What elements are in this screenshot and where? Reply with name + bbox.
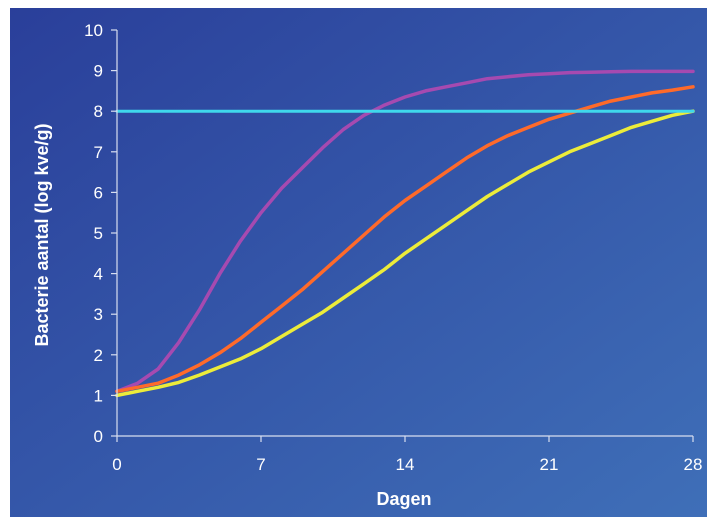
x-tick-label: 28 [684, 455, 703, 474]
y-tick-label: 3 [94, 305, 103, 324]
series-line-3 [115, 109, 695, 398]
y-tick-label: 4 [94, 265, 103, 284]
x-tick-label: 7 [256, 455, 265, 474]
y-tick-label: 5 [94, 224, 103, 243]
y-tick-label: 1 [94, 386, 103, 405]
y-tick-label: 7 [94, 143, 103, 162]
y-tick-label: 9 [94, 62, 103, 81]
x-tick-label: 0 [112, 455, 121, 474]
y-tick-label: 10 [84, 21, 103, 40]
x-tick-label: 21 [540, 455, 559, 474]
y-tick-label: 2 [94, 346, 103, 365]
series-line-1 [115, 69, 695, 394]
labels-layer: 0 1 2 3 4 5 6 7 8 9 10 0 7 14 21 28 [84, 21, 702, 474]
series-line-2 [115, 85, 695, 394]
y-tick-label: 0 [94, 427, 103, 446]
x-axis-title: Dagen [376, 489, 431, 509]
y-axis-title: Bacterie aantal (log kve/g) [32, 123, 52, 346]
y-tick-label: 6 [94, 183, 103, 202]
x-tick-label: 14 [396, 455, 415, 474]
y-tick-label: 8 [94, 102, 103, 121]
series-layer [115, 69, 695, 398]
chart-background [10, 8, 707, 517]
axes-layer [111, 29, 694, 442]
